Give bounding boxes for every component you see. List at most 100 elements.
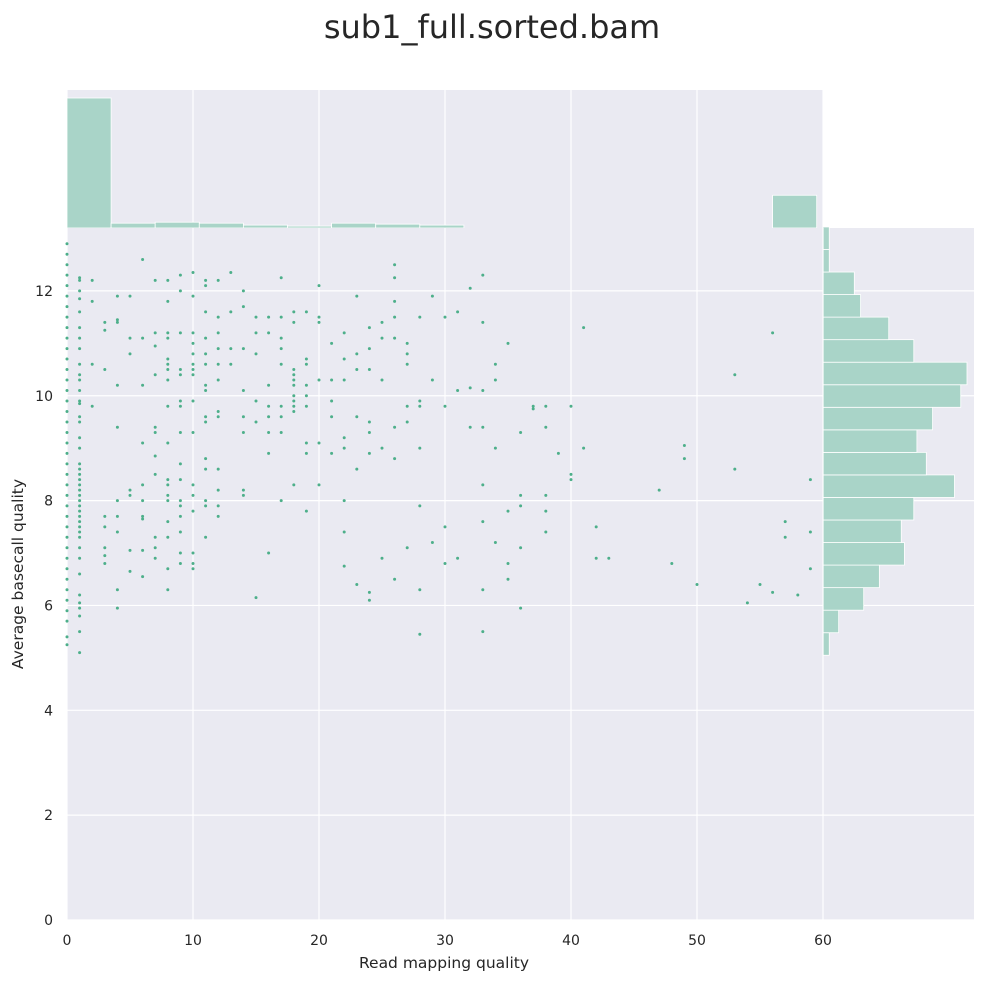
scatter-point <box>166 378 170 382</box>
scatter-point <box>78 630 82 634</box>
scatter-point <box>279 499 283 503</box>
scatter-point <box>367 368 371 372</box>
y-hist-bar <box>822 271 855 295</box>
scatter-point <box>141 575 145 579</box>
scatter-point <box>267 404 271 408</box>
scatter-point <box>443 562 447 566</box>
scatter-point <box>342 357 346 361</box>
scatter-point <box>128 493 132 497</box>
scatter-point <box>380 336 384 340</box>
scatter-point <box>78 572 82 576</box>
x-tick-label: 10 <box>184 933 202 949</box>
scatter-point <box>216 415 220 419</box>
scatter-point <box>78 606 82 610</box>
scatter-point <box>78 504 82 508</box>
scatter-point <box>78 651 82 655</box>
scatter-point <box>569 404 573 408</box>
y-tick-label: 2 <box>44 808 53 824</box>
scatter-point <box>178 373 182 377</box>
scatter-point <box>78 499 82 503</box>
scatter-point <box>191 493 195 497</box>
scatter-point <box>191 362 195 366</box>
scatter-point <box>317 315 321 319</box>
scatter-point <box>191 331 195 335</box>
scatter-point <box>405 362 409 366</box>
scatter-point <box>153 556 157 560</box>
scatter-point <box>355 415 359 419</box>
scatter-point <box>128 569 132 573</box>
scatter-point <box>78 556 82 560</box>
scatter-point <box>481 425 485 429</box>
scatter-point <box>65 368 69 372</box>
scatter-point <box>405 404 409 408</box>
scatter-point <box>204 535 208 539</box>
scatter-point <box>65 242 69 246</box>
scatter-point <box>78 362 82 366</box>
scatter-point <box>519 546 523 550</box>
scatter-point <box>342 499 346 503</box>
y-axis-label: Average basecall quality <box>9 479 27 669</box>
scatter-point <box>103 554 107 558</box>
scatter-point <box>468 425 472 429</box>
scatter-point <box>65 420 69 424</box>
scatter-point <box>65 441 69 445</box>
scatter-point <box>330 399 334 403</box>
y-tick-label: 0 <box>44 913 53 929</box>
scatter-point <box>115 294 119 298</box>
scatter-point <box>204 278 208 282</box>
scatter-point <box>178 530 182 534</box>
scatter-point <box>178 551 182 555</box>
scatter-point <box>191 368 195 372</box>
scatter-point <box>204 499 208 503</box>
scatter-point <box>65 252 69 256</box>
scatter-point <box>166 404 170 408</box>
scatter-point <box>519 430 523 434</box>
scatter-point <box>393 577 397 581</box>
scatter-point <box>279 362 283 366</box>
scatter-point <box>153 472 157 476</box>
scatter-point <box>771 590 775 594</box>
scatter-point <box>103 546 107 550</box>
scatter-point <box>191 483 195 487</box>
scatter-point <box>506 341 510 345</box>
scatter-point <box>279 430 283 434</box>
scatter-point <box>65 399 69 403</box>
scatter-point <box>267 315 271 319</box>
scatter-point <box>78 467 82 471</box>
scatter-point <box>582 326 586 330</box>
scatter-point <box>65 357 69 361</box>
scatter-point <box>304 357 308 361</box>
scatter-point <box>519 493 523 497</box>
y-hist-bar <box>822 316 890 341</box>
scatter-point <box>367 451 371 455</box>
y-tick-label: 12 <box>35 284 53 300</box>
scatter-point <box>380 446 384 450</box>
scatter-point <box>78 509 82 513</box>
scatter-point <box>304 441 308 445</box>
scatter-point <box>393 425 397 429</box>
scatter-point <box>178 499 182 503</box>
scatter-point <box>292 483 296 487</box>
scatter-point <box>241 415 245 419</box>
scatter-point <box>90 404 94 408</box>
scatter-point <box>204 504 208 508</box>
scatter-point <box>342 564 346 568</box>
scatter-point <box>191 373 195 377</box>
scatter-point <box>367 598 371 602</box>
scatter-point <box>367 326 371 330</box>
scatter-point <box>481 588 485 592</box>
scatter-point <box>393 315 397 319</box>
scatter-point <box>481 273 485 277</box>
scatter-point <box>418 315 422 319</box>
scatter-point <box>304 394 308 398</box>
y-hist-bar <box>822 564 880 589</box>
scatter-point <box>191 399 195 403</box>
scatter-point <box>204 467 208 471</box>
y-hist-bar <box>822 474 955 498</box>
scatter-point <box>65 336 69 340</box>
scatter-point <box>191 341 195 345</box>
scatter-point <box>241 347 245 351</box>
scatter-point <box>506 509 510 513</box>
scatter-point <box>78 310 82 314</box>
x-hist-bar <box>331 222 377 229</box>
